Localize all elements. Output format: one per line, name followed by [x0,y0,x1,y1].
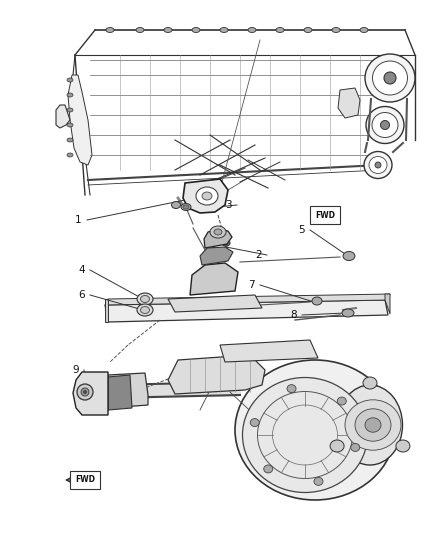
Ellipse shape [196,187,218,205]
Ellipse shape [345,400,401,450]
Ellipse shape [330,440,344,452]
Polygon shape [200,247,233,265]
Polygon shape [105,294,390,305]
Ellipse shape [210,226,226,238]
Ellipse shape [355,409,391,441]
Ellipse shape [381,120,389,130]
Ellipse shape [136,28,144,33]
Ellipse shape [164,28,172,33]
Polygon shape [183,179,228,213]
Ellipse shape [365,418,381,432]
Polygon shape [220,340,318,362]
Ellipse shape [81,388,89,396]
Ellipse shape [67,153,73,157]
Ellipse shape [369,157,387,174]
Ellipse shape [106,28,114,33]
Ellipse shape [342,309,354,317]
Polygon shape [105,299,108,322]
Polygon shape [56,105,70,128]
Ellipse shape [363,377,377,389]
FancyBboxPatch shape [310,206,340,224]
Polygon shape [168,355,265,394]
Text: 4: 4 [78,265,85,275]
Ellipse shape [183,205,189,209]
Ellipse shape [375,162,381,168]
Ellipse shape [314,478,323,486]
Ellipse shape [214,229,222,235]
Polygon shape [108,375,132,410]
Polygon shape [108,373,148,408]
Ellipse shape [276,28,284,33]
Ellipse shape [172,201,180,208]
Text: FWD: FWD [315,211,335,220]
Polygon shape [168,295,262,312]
Text: 3: 3 [225,200,232,210]
Ellipse shape [248,28,256,33]
Ellipse shape [141,306,149,313]
Ellipse shape [84,391,86,393]
Ellipse shape [304,28,312,33]
Ellipse shape [137,293,153,305]
Ellipse shape [312,297,322,305]
Ellipse shape [235,360,395,500]
Ellipse shape [141,295,149,303]
Ellipse shape [351,443,360,451]
Ellipse shape [250,418,259,426]
Ellipse shape [332,28,340,33]
Text: 7: 7 [248,280,254,290]
Ellipse shape [137,304,153,316]
Polygon shape [385,294,390,314]
Ellipse shape [67,123,73,127]
Ellipse shape [384,72,396,84]
Text: 6: 6 [78,290,85,300]
Ellipse shape [287,385,296,393]
Ellipse shape [264,465,273,473]
Text: FWD: FWD [75,475,95,484]
Ellipse shape [337,397,346,405]
Ellipse shape [338,385,403,465]
Text: 2: 2 [255,250,261,260]
Ellipse shape [202,192,212,200]
Ellipse shape [396,440,410,452]
Ellipse shape [67,93,73,97]
Ellipse shape [364,151,392,179]
Polygon shape [73,372,108,415]
Ellipse shape [224,241,228,245]
FancyBboxPatch shape [70,471,100,489]
Ellipse shape [222,240,230,246]
Ellipse shape [220,28,228,33]
Ellipse shape [181,204,191,211]
Text: 9: 9 [72,365,79,375]
Ellipse shape [67,78,73,82]
Ellipse shape [243,377,367,492]
Ellipse shape [77,384,93,400]
Text: 5: 5 [298,225,304,235]
Ellipse shape [360,28,368,33]
Text: 8: 8 [290,310,297,320]
Ellipse shape [343,252,355,261]
Polygon shape [190,263,238,295]
Text: 1: 1 [75,215,81,225]
Polygon shape [204,229,232,248]
Ellipse shape [192,28,200,33]
Ellipse shape [366,107,404,143]
Ellipse shape [67,108,73,112]
Ellipse shape [372,61,407,95]
Polygon shape [68,75,92,165]
Ellipse shape [365,54,415,102]
Polygon shape [105,300,388,322]
Ellipse shape [67,138,73,142]
Ellipse shape [372,112,398,138]
Polygon shape [338,88,360,118]
